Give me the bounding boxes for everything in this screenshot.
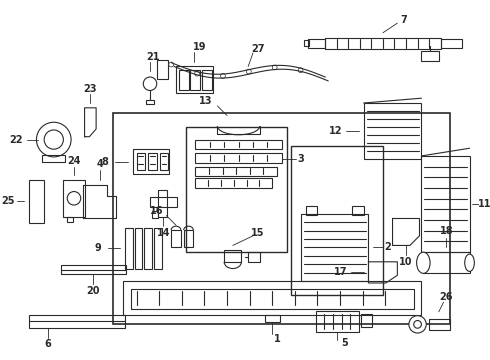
Bar [171, 230, 181, 247]
Text: 8: 8 [102, 157, 109, 167]
Bar [308, 39, 325, 48]
Circle shape [298, 68, 303, 73]
Bar [67, 217, 73, 222]
Bar [191, 70, 200, 90]
Bar [133, 149, 169, 174]
Bar [202, 70, 212, 90]
Bar [154, 228, 162, 269]
Bar [184, 230, 194, 247]
Bar [157, 60, 168, 79]
Circle shape [246, 69, 251, 74]
Bar [429, 319, 450, 330]
Circle shape [195, 71, 199, 76]
Circle shape [220, 73, 225, 78]
Text: 4: 4 [97, 159, 103, 168]
Circle shape [67, 192, 81, 205]
Text: 11: 11 [478, 199, 490, 209]
Text: 19: 19 [194, 42, 207, 52]
Bar [421, 156, 469, 252]
Circle shape [143, 77, 157, 90]
Bar [195, 167, 277, 176]
Circle shape [44, 130, 63, 149]
Text: 7: 7 [401, 15, 408, 25]
Text: 5: 5 [341, 338, 348, 348]
Bar [123, 281, 421, 315]
Bar [137, 153, 145, 170]
Text: 13: 13 [199, 96, 213, 106]
Bar [29, 180, 44, 223]
Text: 17: 17 [334, 267, 347, 278]
Text: 21: 21 [146, 52, 160, 62]
Bar [364, 103, 421, 159]
Bar [29, 315, 125, 328]
Bar [148, 153, 157, 170]
Bar [441, 39, 462, 48]
Bar [304, 40, 309, 46]
Ellipse shape [465, 254, 474, 271]
Circle shape [169, 62, 173, 67]
Text: 24: 24 [67, 156, 81, 166]
Bar [352, 206, 364, 215]
Bar [131, 289, 414, 309]
Text: 16: 16 [150, 206, 164, 216]
Bar [195, 153, 282, 163]
Bar [60, 265, 126, 274]
Text: 27: 27 [251, 44, 265, 54]
Text: 25: 25 [1, 196, 14, 206]
Bar [176, 67, 213, 93]
Text: 22: 22 [9, 135, 23, 145]
Bar [195, 178, 272, 188]
Bar [292, 146, 383, 296]
Bar [224, 250, 242, 262]
Bar [158, 190, 168, 217]
Bar [144, 228, 152, 269]
Bar [63, 180, 85, 217]
Bar [421, 51, 439, 61]
Bar [265, 315, 280, 323]
Bar [325, 37, 441, 49]
Text: 9: 9 [94, 243, 101, 253]
Bar [179, 70, 189, 90]
Bar [248, 252, 260, 262]
Bar [150, 197, 177, 207]
Text: 23: 23 [84, 84, 97, 94]
Circle shape [414, 320, 421, 328]
Bar [186, 127, 287, 252]
Bar [125, 228, 133, 269]
Bar [316, 311, 359, 332]
Text: 14: 14 [157, 228, 170, 238]
Text: 3: 3 [298, 154, 304, 164]
Bar [195, 140, 282, 149]
Text: 20: 20 [86, 286, 100, 296]
Bar [152, 211, 158, 219]
Ellipse shape [416, 252, 430, 273]
Text: 1: 1 [274, 334, 280, 344]
Bar [423, 252, 469, 273]
Text: 15: 15 [251, 228, 265, 238]
Text: 6: 6 [45, 339, 51, 348]
Bar [160, 153, 168, 170]
Circle shape [36, 122, 71, 157]
Bar [306, 206, 318, 215]
Bar [114, 113, 450, 324]
Bar [146, 100, 154, 104]
Circle shape [272, 65, 277, 70]
Bar [361, 314, 372, 327]
Text: 2: 2 [384, 242, 391, 252]
Text: 10: 10 [399, 257, 413, 267]
Text: 26: 26 [440, 292, 453, 302]
Bar [42, 155, 65, 162]
Bar [135, 228, 142, 269]
Text: 18: 18 [440, 226, 453, 236]
Circle shape [409, 316, 426, 333]
Text: 12: 12 [329, 126, 343, 136]
Bar [301, 214, 368, 281]
